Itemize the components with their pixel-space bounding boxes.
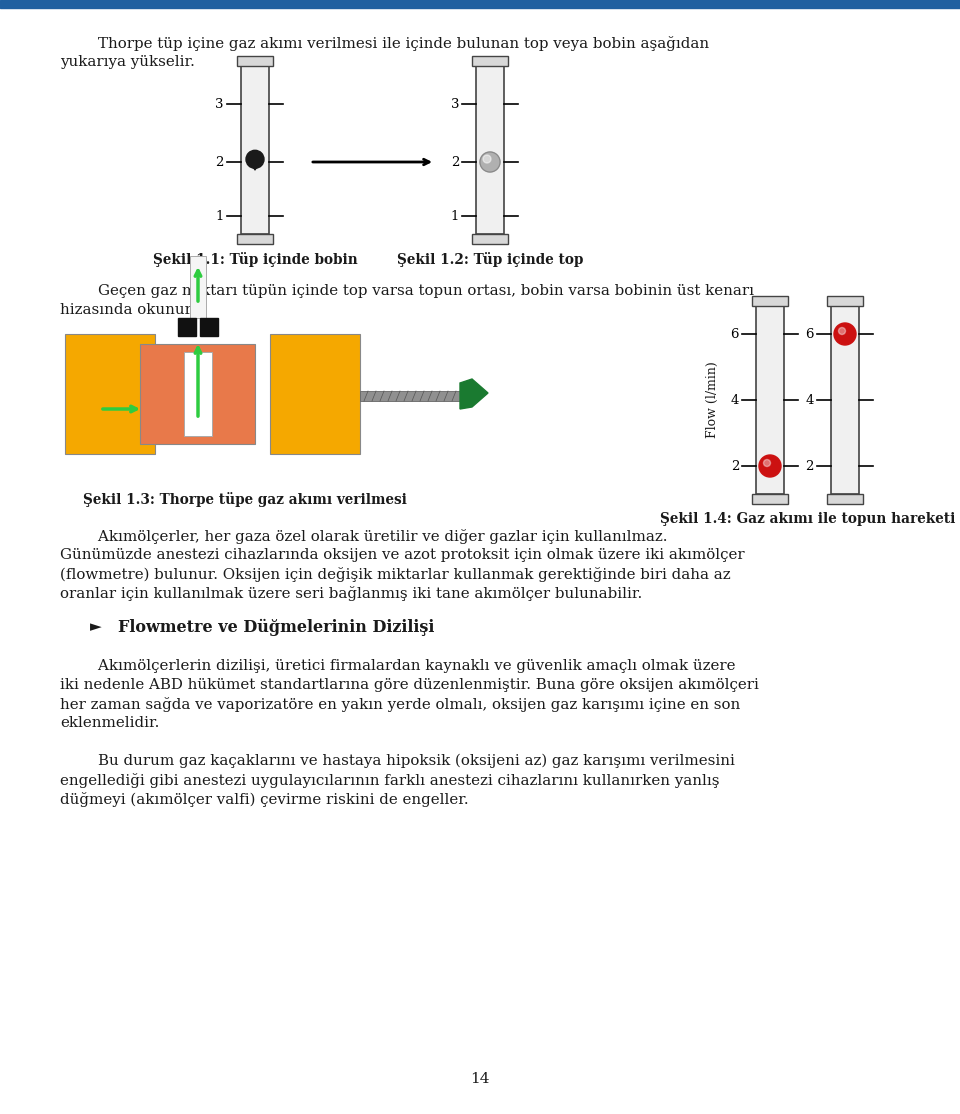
Text: oranlar için kullanılmak üzere seri bağlanmış iki tane akımölçer bulunabilir.: oranlar için kullanılmak üzere seri bağl… xyxy=(60,586,642,600)
Bar xyxy=(184,352,212,436)
Bar xyxy=(827,494,863,504)
Polygon shape xyxy=(250,159,260,170)
Text: 1: 1 xyxy=(216,209,224,223)
Circle shape xyxy=(480,152,500,172)
Text: 2: 2 xyxy=(805,459,814,472)
Text: Şekil 1.1: Tüp içinde bobin: Şekil 1.1: Tüp içinde bobin xyxy=(153,252,357,267)
Text: Şekil 1.2: Tüp içinde top: Şekil 1.2: Tüp içinde top xyxy=(396,252,583,267)
Circle shape xyxy=(759,455,781,477)
Text: engellediği gibi anestezi uygulayıcılarının farklı anestezi cihazlarını kullanır: engellediği gibi anestezi uygulayıcıları… xyxy=(60,773,719,788)
Bar xyxy=(178,317,196,336)
Text: 2: 2 xyxy=(731,459,739,472)
Text: Flowmetre ve Düğmelerinin Dizilişi: Flowmetre ve Düğmelerinin Dizilişi xyxy=(118,619,434,636)
Text: Geçen gaz miktarı tüpün içinde top varsa topun ortası, bobin varsa bobinin üst k: Geçen gaz miktarı tüpün içinde top varsa… xyxy=(60,284,754,299)
Bar xyxy=(0,0,960,8)
Text: 14: 14 xyxy=(470,1072,490,1086)
Bar xyxy=(237,234,273,244)
Circle shape xyxy=(834,323,856,345)
Bar xyxy=(237,56,273,66)
Bar xyxy=(752,494,788,504)
Circle shape xyxy=(763,459,771,467)
Bar xyxy=(190,256,206,317)
Text: her zaman sağda ve vaporizatöre en yakın yerde olmalı, oksijen gaz karışımı için: her zaman sağda ve vaporizatöre en yakın… xyxy=(60,697,740,712)
Bar xyxy=(756,306,784,494)
Bar xyxy=(140,344,255,444)
Text: Bu durum gaz kaçaklarını ve hastaya hipoksik (oksijeni az) gaz karışımı verilmes: Bu durum gaz kaçaklarını ve hastaya hipo… xyxy=(60,754,734,769)
Text: Thorpe tüp içine gaz akımı verilmesi ile içinde bulunan top veya bobin aşağıdan: Thorpe tüp içine gaz akımı verilmesi ile… xyxy=(60,36,709,51)
Bar xyxy=(241,66,269,234)
Text: Şekil 1.3: Thorpe tüpe gaz akımı verilmesi: Şekil 1.3: Thorpe tüpe gaz akımı verilme… xyxy=(84,492,407,507)
Text: 6: 6 xyxy=(731,328,739,341)
Bar xyxy=(200,317,218,336)
Bar xyxy=(65,334,155,455)
Text: 2: 2 xyxy=(450,156,459,168)
Bar xyxy=(472,234,508,244)
Text: hizasında okunur.: hizasında okunur. xyxy=(60,303,195,317)
Bar xyxy=(472,56,508,66)
Text: Akımölçerlerin dizilişi, üretici firmalardan kaynaklı ve güvenlik amaçlı olmak ü: Akımölçerlerin dizilişi, üretici firmala… xyxy=(60,659,735,673)
Bar xyxy=(827,296,863,306)
Text: yukarıya yükselir.: yukarıya yükselir. xyxy=(60,55,195,69)
Text: 3: 3 xyxy=(215,98,224,110)
Text: 3: 3 xyxy=(450,98,459,110)
Circle shape xyxy=(838,328,846,334)
Bar xyxy=(476,66,504,234)
Text: 6: 6 xyxy=(805,328,814,341)
Text: eklenmelidir.: eklenmelidir. xyxy=(60,716,159,730)
Bar xyxy=(360,391,460,401)
Text: 2: 2 xyxy=(216,156,224,168)
Text: 4: 4 xyxy=(805,393,814,407)
Bar xyxy=(831,306,859,494)
Text: Günümüzde anestezi cihazlarında oksijen ve azot protoksit için olmak üzere iki a: Günümüzde anestezi cihazlarında oksijen … xyxy=(60,548,745,561)
Text: Flow (l/min): Flow (l/min) xyxy=(706,362,718,439)
Circle shape xyxy=(483,155,491,163)
Text: iki nedenle ABD hükümet standartlarına göre düzenlenmiştir. Buna göre oksijen ak: iki nedenle ABD hükümet standartlarına g… xyxy=(60,678,758,692)
Text: ►: ► xyxy=(90,619,102,634)
Circle shape xyxy=(246,150,264,168)
Bar xyxy=(752,296,788,306)
Text: 4: 4 xyxy=(731,393,739,407)
Text: 1: 1 xyxy=(450,209,459,223)
Text: Akımölçerler, her gaza özel olarak üretilir ve diğer gazlar için kullanılmaz.: Akımölçerler, her gaza özel olarak üreti… xyxy=(60,529,667,544)
Bar xyxy=(270,334,360,455)
Text: (flowmetre) bulunur. Oksijen için değişik miktarlar kullanmak gerektiğinde biri : (flowmetre) bulunur. Oksijen için değişi… xyxy=(60,567,731,582)
Text: Şekil 1.4: Gaz akımı ile topun hareketi: Şekil 1.4: Gaz akımı ile topun hareketi xyxy=(660,512,955,526)
Polygon shape xyxy=(460,379,488,409)
Text: düğmeyi (akımölçer valfi) çevirme riskini de engeller.: düğmeyi (akımölçer valfi) çevirme riskin… xyxy=(60,792,468,807)
